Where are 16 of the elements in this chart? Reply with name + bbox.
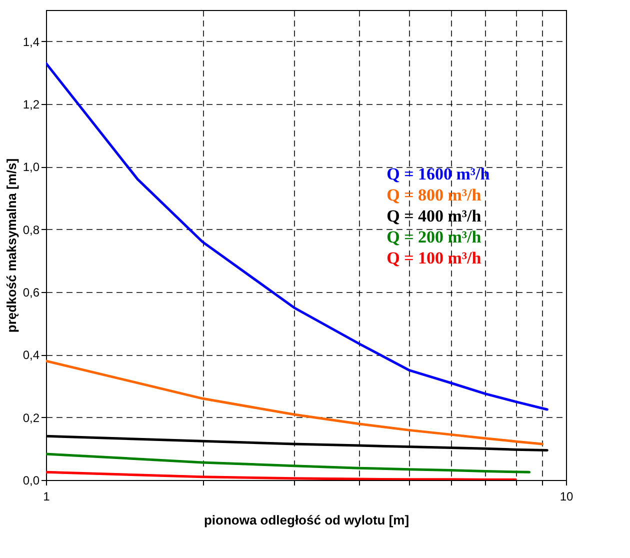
y-tick-label: 1,2: [22, 98, 40, 112]
text: Q = 100 m³/h: [386, 248, 482, 268]
y-tick-label: 0,4: [22, 348, 40, 362]
y-tick-label: 1,0: [22, 160, 40, 174]
text: Q = 800 m³/h: [386, 186, 482, 204]
text: Q = 200 m³/h: [386, 228, 482, 246]
x-tick-label: 10: [560, 490, 574, 504]
y-tick-label: 0,0: [22, 474, 40, 488]
x-axis-title: pionowa odległość od wylotu [m]: [204, 512, 410, 528]
y-tick-label: 0,6: [22, 286, 40, 300]
text: Q = 400 m³/h: [386, 206, 482, 226]
y-tick-label: 0,2: [22, 410, 40, 425]
y-tick-label: 1,4: [22, 34, 40, 49]
x-tick-label: 1: [43, 490, 50, 504]
y-axis-title: prędkość maksymalna [m/s]: [4, 158, 19, 333]
y-tick-label: 0,8: [22, 222, 40, 237]
